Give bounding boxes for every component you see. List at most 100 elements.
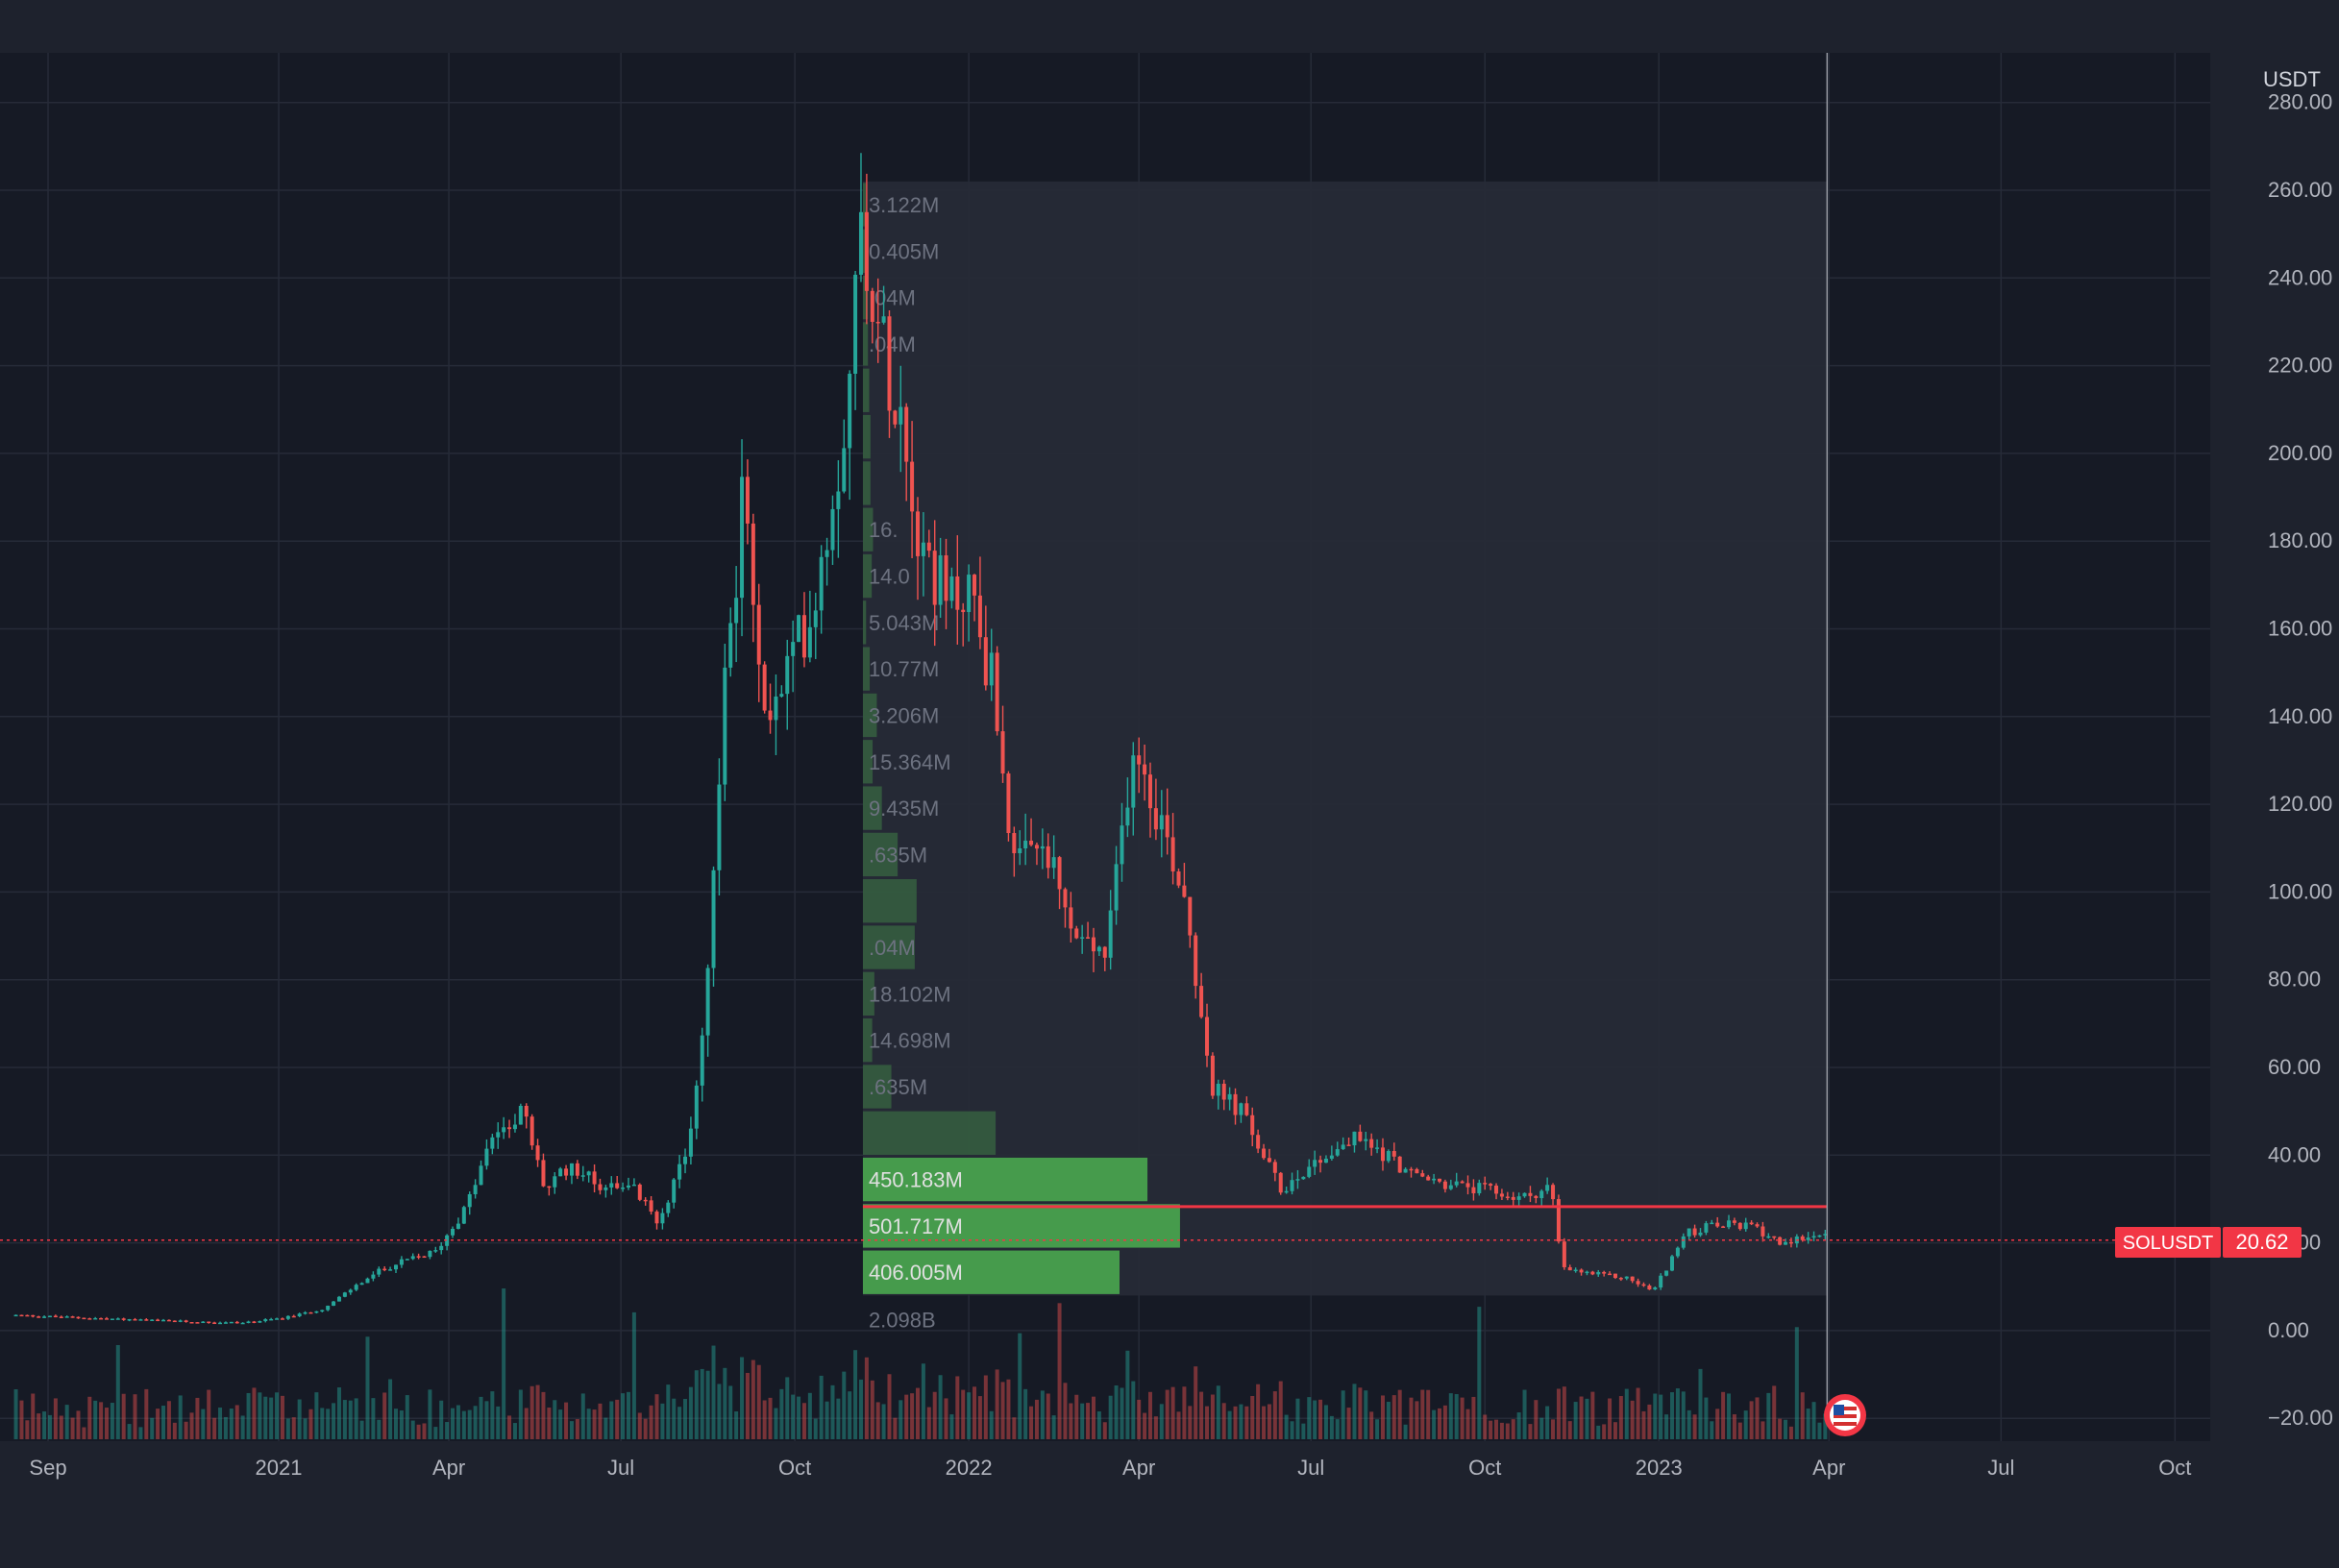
volume-bar (660, 1403, 665, 1439)
price-candle-body (807, 626, 812, 658)
volume-bar (1165, 1389, 1170, 1439)
price-candle-body (93, 1317, 98, 1320)
volume-bar (1000, 1382, 1005, 1439)
volume-bar (110, 1403, 114, 1439)
volume-bar (1040, 1390, 1045, 1439)
volume-bar (524, 1408, 529, 1439)
price-candle-body (1811, 1236, 1816, 1238)
price-candle-body (1227, 1093, 1232, 1100)
volume-bar (1278, 1381, 1283, 1439)
volume-bar (529, 1385, 534, 1439)
price-candle-body (1329, 1155, 1334, 1159)
price-candle-body (1210, 1055, 1215, 1096)
price-candle-body (1636, 1281, 1640, 1285)
volume-profile-row (862, 368, 870, 412)
volume-bar (518, 1389, 523, 1439)
price-candle-body (1000, 731, 1005, 774)
price-candle-body (336, 1296, 341, 1302)
volume-bar (189, 1412, 194, 1439)
price-candle-body (1539, 1190, 1544, 1199)
volume-bar (1153, 1416, 1158, 1439)
volume-bar (1323, 1405, 1328, 1439)
volume-bar (751, 1360, 755, 1439)
volume-bar (1284, 1414, 1289, 1439)
price-candle-body (870, 290, 874, 323)
price-candle-body (428, 1250, 432, 1258)
volume-bar (910, 1393, 915, 1439)
price-candle-body (995, 652, 999, 732)
price-candle-body (977, 595, 982, 638)
price-candle-body (553, 1176, 557, 1188)
price-candle-body (949, 576, 954, 601)
volume-bar (1364, 1390, 1368, 1439)
price-candle-body (700, 1035, 704, 1086)
volume-bar (201, 1409, 206, 1439)
price-candle-body (660, 1213, 665, 1224)
volume-bar (762, 1400, 767, 1439)
volume-profile-row-label: 0.405M (869, 239, 939, 263)
volume-bar (683, 1399, 688, 1439)
volume-profile-row-label: .635M (869, 1075, 927, 1099)
volume-bar (1335, 1419, 1340, 1439)
price-candle-body (115, 1318, 120, 1320)
volume-bar (1800, 1392, 1805, 1439)
price-candle-body (189, 1322, 194, 1324)
us-flag-icon[interactable] (1824, 1394, 1866, 1436)
price-candle-body (439, 1245, 444, 1251)
volume-bar (1489, 1420, 1493, 1439)
price-candle-body (1465, 1183, 1470, 1188)
volume-profile-row-label: 18.102M (869, 982, 951, 1006)
price-candle-body (1380, 1147, 1385, 1162)
price-candle-body (910, 461, 915, 512)
price-candle-body (1323, 1158, 1328, 1164)
volume-bar (1823, 1413, 1828, 1439)
volume-bar (1341, 1390, 1345, 1439)
price-candle-body (320, 1310, 325, 1312)
volume-bar (496, 1406, 501, 1439)
time-axis[interactable]: Sep 2021 Apr Jul Oct 2022 Apr Jul Oct 2023 Apr Jul O… (29, 1456, 2191, 1480)
symbol-label-box (2115, 1227, 2221, 1258)
price-candle-body (1732, 1220, 1736, 1223)
price-candle-body (1318, 1160, 1323, 1164)
volume-bar (1102, 1422, 1107, 1439)
volume-bar (1267, 1404, 1271, 1439)
price-candle-body (1800, 1236, 1805, 1240)
volume-bar (1409, 1397, 1414, 1439)
price-candle-body (1806, 1237, 1810, 1240)
volume-profile-row-label: .04M (869, 286, 916, 310)
volume-bar (1539, 1417, 1544, 1439)
volume-bar (1585, 1398, 1589, 1439)
volume-bar (1069, 1403, 1073, 1439)
volume-bar (558, 1409, 563, 1439)
volume-bar (348, 1400, 353, 1439)
volume-bar (575, 1419, 579, 1439)
symbol-label-text: SOLUSDT (2123, 1233, 2213, 1254)
volume-profile-row-label: 501.717M (869, 1214, 963, 1238)
volume-profile-row (862, 600, 867, 645)
price-candle-body (1477, 1183, 1482, 1193)
volume-bar (1766, 1392, 1771, 1439)
price-candle-body (1585, 1271, 1589, 1274)
volume-bar (711, 1345, 716, 1439)
price-candle-body (1704, 1223, 1709, 1233)
volume-bar (1710, 1421, 1714, 1439)
price-candle-body (377, 1268, 382, 1275)
price-candle-body (1137, 755, 1142, 765)
price-candle-body (1018, 847, 1022, 854)
volume-profile-row (862, 183, 866, 227)
volume-bar (553, 1400, 557, 1439)
volume-bar (1199, 1391, 1204, 1439)
time-tick-label: Jul (607, 1456, 634, 1480)
price-candle-body (354, 1285, 358, 1290)
price-candle-body (745, 477, 750, 524)
volume-bar (694, 1370, 699, 1439)
volume-bar (195, 1397, 200, 1439)
volume-bar (1641, 1410, 1646, 1439)
price-candle-body (332, 1301, 336, 1307)
volume-profile-box (862, 181, 1828, 1296)
price-candle-body (1176, 871, 1181, 886)
volume-bar (416, 1424, 421, 1439)
price-candle-body (1170, 837, 1175, 872)
